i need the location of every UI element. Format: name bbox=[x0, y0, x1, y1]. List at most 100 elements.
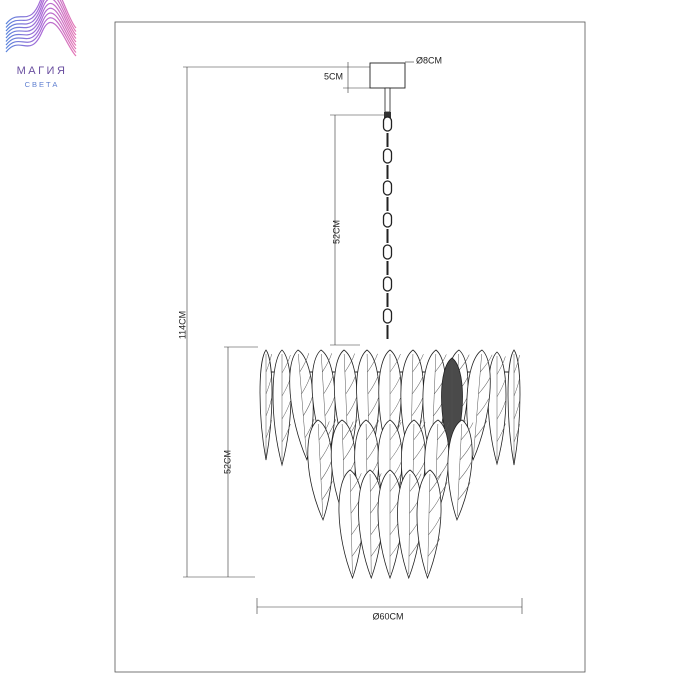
leaf-vein bbox=[389, 441, 402, 461]
leaf-vein bbox=[473, 353, 482, 456]
leaf-vein bbox=[369, 473, 372, 574]
leaf-vein bbox=[344, 353, 355, 373]
total-height-label: 114CM bbox=[177, 311, 187, 339]
canopy-height-line bbox=[343, 62, 370, 93]
leaf-vein bbox=[513, 354, 520, 374]
leaf-vein bbox=[429, 473, 442, 492]
leaf-vein bbox=[368, 397, 379, 417]
leaf-vein bbox=[389, 353, 401, 373]
leaves bbox=[259, 349, 521, 580]
logo-wave bbox=[5, 0, 77, 32]
chain-link bbox=[382, 116, 393, 132]
leaf-vein bbox=[345, 375, 356, 395]
logo-wave bbox=[5, 0, 77, 36]
chain-link bbox=[382, 180, 393, 196]
leaf-vein bbox=[411, 376, 424, 395]
leaf-vein bbox=[265, 419, 272, 439]
leaf bbox=[289, 349, 315, 461]
leaf bbox=[259, 349, 273, 461]
leaf-vein bbox=[434, 354, 447, 373]
leaf-vein bbox=[317, 423, 324, 516]
logo-subtitle: СВЕТА bbox=[25, 80, 60, 89]
logo-title: МАГИЯ bbox=[17, 65, 68, 77]
leaf-vein bbox=[389, 421, 402, 441]
frame bbox=[114, 21, 586, 673]
leaf-vein bbox=[459, 442, 473, 461]
leaf-shape bbox=[447, 419, 473, 521]
leaf-vein bbox=[409, 473, 422, 492]
leaf-shape bbox=[307, 419, 333, 521]
leaf-vein bbox=[513, 400, 520, 420]
rod bbox=[384, 87, 391, 113]
leaf-shape bbox=[416, 469, 442, 580]
leaf-vein bbox=[389, 397, 401, 417]
leaf-vein bbox=[281, 423, 291, 443]
leaf-vein bbox=[476, 398, 489, 416]
leaf-vein bbox=[411, 398, 423, 417]
leaf-vein bbox=[322, 353, 332, 373]
leaf bbox=[377, 469, 403, 580]
body-height-line bbox=[224, 346, 258, 577]
leaf-vein bbox=[281, 400, 291, 420]
leaf bbox=[507, 349, 521, 466]
leaf-vein bbox=[427, 538, 440, 557]
fixture bbox=[259, 62, 521, 580]
logo-wave bbox=[5, 0, 77, 39]
leaf bbox=[416, 469, 442, 580]
leaf-vein bbox=[496, 356, 506, 375]
leaf-vein bbox=[281, 354, 291, 374]
leaf-vein bbox=[460, 422, 474, 441]
chain bbox=[382, 116, 393, 339]
canopy-diameter-label: Ø8CM bbox=[416, 55, 442, 65]
leaf-vein bbox=[265, 375, 272, 395]
leaf-vein bbox=[367, 353, 378, 373]
leaf-vein bbox=[456, 423, 463, 516]
logo-wave bbox=[5, 7, 77, 46]
leaf-vein bbox=[321, 481, 333, 501]
leaf-vein bbox=[346, 397, 357, 417]
chain-link bbox=[382, 244, 393, 260]
leaf-vein bbox=[342, 421, 354, 441]
dimensions: 114CM 5CM Ø8CM 52CM 52CM Ø60CM bbox=[177, 55, 523, 621]
leaf-vein bbox=[304, 418, 315, 438]
leaf-vein bbox=[513, 423, 520, 443]
leaf-vein bbox=[480, 354, 493, 373]
leaf-vein bbox=[350, 473, 362, 492]
chain-length-line bbox=[330, 114, 384, 346]
leaf-vein bbox=[413, 422, 426, 441]
leaf-vein bbox=[298, 353, 307, 456]
leaf-vein bbox=[496, 401, 506, 420]
leaf-vein bbox=[265, 397, 272, 417]
logo-wave bbox=[5, 22, 77, 57]
body-diameter-label: Ø60CM bbox=[372, 611, 403, 621]
chain-link bbox=[382, 308, 393, 324]
leaf-vein bbox=[496, 378, 506, 397]
total-height-line bbox=[183, 66, 370, 578]
logo-wave bbox=[5, 3, 77, 43]
leaf-vein bbox=[343, 441, 355, 461]
leaf bbox=[447, 419, 474, 521]
leaf bbox=[487, 351, 507, 466]
leaf-vein bbox=[428, 495, 441, 514]
leaf-vein bbox=[458, 462, 472, 481]
leaf-vein bbox=[457, 482, 471, 501]
leaf-vein bbox=[413, 442, 426, 461]
leaf-vein bbox=[370, 473, 382, 492]
leaf-vein bbox=[408, 473, 411, 574]
logo: МАГИЯ СВЕТА bbox=[5, 0, 77, 89]
leaf-vein bbox=[474, 420, 488, 438]
canopy-height-label: 5CM bbox=[324, 71, 343, 81]
leaf-vein bbox=[436, 442, 449, 461]
body-diameter-line bbox=[256, 598, 523, 614]
leaf-vein bbox=[303, 396, 313, 416]
rod-end bbox=[384, 112, 391, 120]
chain-link bbox=[382, 276, 393, 292]
leaf-shape bbox=[289, 349, 314, 461]
chain-link bbox=[382, 148, 393, 164]
leaf-vein bbox=[366, 421, 378, 441]
body-height-label: 52CM bbox=[222, 450, 232, 474]
chain-link bbox=[382, 212, 393, 228]
leaf bbox=[272, 349, 292, 467]
leaf-vein bbox=[349, 473, 353, 574]
